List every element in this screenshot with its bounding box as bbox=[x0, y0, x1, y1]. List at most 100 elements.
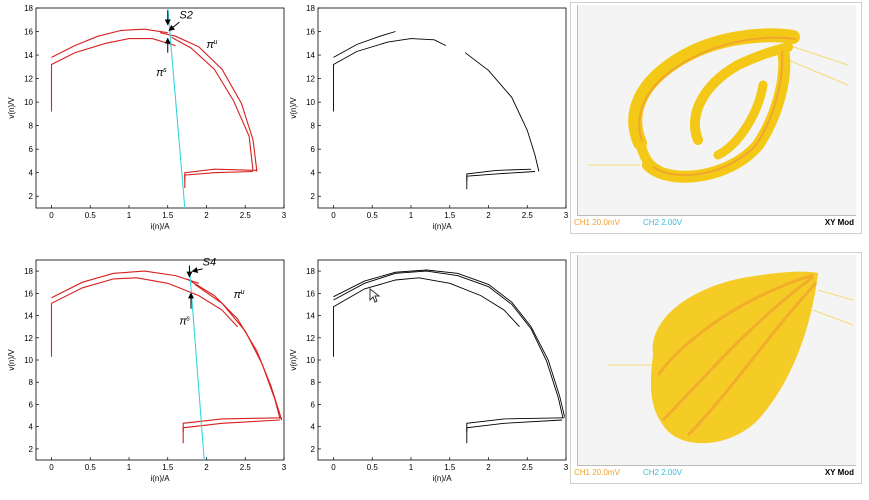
attractor-band bbox=[628, 28, 800, 150]
series-line bbox=[464, 52, 540, 172]
x-tick-label: 2.5 bbox=[522, 211, 534, 220]
x-tick-label: 0.5 bbox=[85, 211, 97, 220]
x-tick-label: 1 bbox=[409, 211, 414, 220]
noise-line bbox=[787, 59, 849, 86]
x-axis-label: i(n)/A bbox=[150, 222, 170, 231]
x-tick-label: 2.5 bbox=[522, 463, 534, 472]
y-tick-label: 16 bbox=[306, 28, 315, 37]
y-tick-label: 4 bbox=[311, 169, 316, 178]
xy-mode-label: XY Mod bbox=[824, 218, 854, 227]
y-tick-label: 6 bbox=[29, 145, 34, 154]
y-tick-label: 8 bbox=[29, 122, 34, 131]
y-tick-label: 4 bbox=[311, 423, 316, 432]
y-tick-label: 2 bbox=[29, 445, 34, 454]
x-tick-label: 2 bbox=[486, 463, 491, 472]
y-tick-label: 4 bbox=[29, 169, 34, 178]
noise-line bbox=[787, 44, 849, 66]
scope-footer: CH1 20.0mV CH2 2.00V XY Mod bbox=[571, 217, 860, 229]
y-tick-label: 14 bbox=[306, 51, 315, 60]
series-line bbox=[466, 171, 536, 190]
mouse-pointer-icon bbox=[369, 288, 381, 303]
y-tick-label: 18 bbox=[306, 4, 315, 13]
series-line bbox=[159, 32, 258, 172]
y-tick-label: 18 bbox=[306, 267, 315, 276]
series-line bbox=[333, 269, 565, 417]
series-line bbox=[194, 283, 281, 420]
ch1-label: CH1 20.0mV bbox=[574, 218, 620, 227]
y-tick-label: 12 bbox=[24, 334, 33, 343]
plot-svg: 0 0.5 1 1.5 2 2.5 3 2 4 6 8 10 12 14 16 18 i(n)/A v(n)/V S… bbox=[7, 257, 287, 483]
y-tick-label: 8 bbox=[311, 378, 316, 387]
y-tick-label: 16 bbox=[24, 289, 33, 298]
unstable-manifold-sup: u bbox=[241, 289, 245, 296]
attractor-band bbox=[638, 36, 797, 142]
series-line bbox=[466, 419, 563, 444]
stable-manifold-label: π bbox=[179, 315, 187, 327]
stable-manifold-sup: s bbox=[163, 67, 167, 74]
attractor-band bbox=[656, 273, 814, 376]
y-tick-label: 18 bbox=[24, 4, 33, 13]
plot-top-middle: 0 0.5 1 1.5 2 2.5 3 2 4 6 8 10 12 14 16 18 i(n)/A v(n)/V bbox=[282, 0, 572, 240]
series-line bbox=[333, 31, 396, 58]
attractor-band bbox=[652, 50, 784, 177]
scope-trace bbox=[588, 28, 849, 183]
noise-line bbox=[817, 289, 854, 301]
x-axis-label: i(n)/A bbox=[432, 222, 452, 231]
series-line bbox=[184, 168, 257, 180]
y-axis-label: v(n)/V bbox=[7, 97, 16, 119]
y-tick-label: 12 bbox=[306, 75, 315, 84]
series-line bbox=[50, 277, 238, 357]
stable-manifold-label: π bbox=[156, 67, 164, 79]
series-line bbox=[184, 170, 254, 188]
plot-svg: 0 0.5 1 1.5 2 2.5 3 2 4 6 8 10 12 14 16 18 i(n)/A v(n)/V bbox=[289, 4, 569, 231]
series-line bbox=[50, 38, 176, 112]
x-tick-label: 2 bbox=[204, 211, 209, 220]
y-tick-label: 12 bbox=[306, 334, 315, 343]
series-line bbox=[182, 419, 281, 444]
x-tick-label: 3 bbox=[564, 463, 569, 472]
x-axis-label: i(n)/A bbox=[150, 474, 170, 483]
y-tick-label: 10 bbox=[24, 356, 33, 365]
plot-frame bbox=[317, 259, 567, 461]
plot-svg: 0 0.5 1 1.5 2 2.5 3 2 4 6 8 10 12 14 16 18 i(n)/A v(n)/V S… bbox=[7, 4, 287, 231]
noise-line bbox=[812, 309, 854, 326]
plot-bottom-middle: 0 0.5 1 1.5 2 2.5 3 2 4 6 8 10 12 14 16 18 i(n)/A v(n)/V bbox=[282, 250, 572, 495]
x-tick-label: 2 bbox=[204, 463, 209, 472]
series-line bbox=[51, 270, 199, 299]
attractor-band bbox=[661, 275, 814, 422]
x-tick-label: 0 bbox=[49, 463, 54, 472]
x-tick-label: 0 bbox=[331, 211, 336, 220]
stable-manifold-sup: s bbox=[186, 315, 190, 322]
x-axis-label: i(n)/A bbox=[432, 474, 452, 483]
plot-frame bbox=[35, 259, 285, 461]
y-tick-label: 10 bbox=[306, 98, 315, 107]
plot-frame bbox=[35, 7, 285, 209]
x-tick-label: 3 bbox=[282, 463, 287, 472]
x-tick-label: 1.5 bbox=[444, 463, 456, 472]
plot-top-left: 0 0.5 1 1.5 2 2.5 3 2 4 6 8 10 12 14 16 18 i(n)/A v(n)/V S… bbox=[0, 0, 290, 240]
series-line bbox=[182, 417, 282, 433]
plot-svg: 0 0.5 1 1.5 2 2.5 3 2 4 6 8 10 12 14 16 18 i(n)/A v(n)/V bbox=[289, 259, 569, 483]
y-axis-label: v(n)/V bbox=[289, 349, 298, 371]
x-tick-label: 1.5 bbox=[162, 463, 174, 472]
y-tick-label: 18 bbox=[24, 267, 33, 276]
x-tick-label: 0.5 bbox=[367, 211, 379, 220]
y-tick-label: 14 bbox=[24, 312, 33, 321]
scope-trace bbox=[608, 271, 854, 444]
x-tick-label: 0.5 bbox=[367, 463, 379, 472]
scope-screen bbox=[577, 255, 856, 466]
y-tick-label: 16 bbox=[24, 28, 33, 37]
y-tick-label: 12 bbox=[24, 75, 33, 84]
x-tick-label: 2.5 bbox=[240, 211, 252, 220]
oscilloscope-xy-bottom: CH1 20.0mV CH2 2.00V XY Mod bbox=[570, 252, 862, 484]
series-line bbox=[466, 417, 565, 433]
oscilloscope-xy-top: CH1 20.0mV CH2 2.00V XY Mod bbox=[570, 2, 862, 234]
series-line bbox=[188, 266, 205, 461]
y-tick-label: 4 bbox=[29, 423, 34, 432]
ch2-label: CH2 2.00V bbox=[643, 218, 683, 227]
x-tick-label: 1.5 bbox=[444, 211, 456, 220]
y-tick-label: 16 bbox=[306, 289, 315, 298]
x-tick-label: 1 bbox=[409, 463, 414, 472]
unstable-manifold-label: π bbox=[234, 289, 242, 301]
unstable-manifold-label: π bbox=[207, 39, 215, 51]
